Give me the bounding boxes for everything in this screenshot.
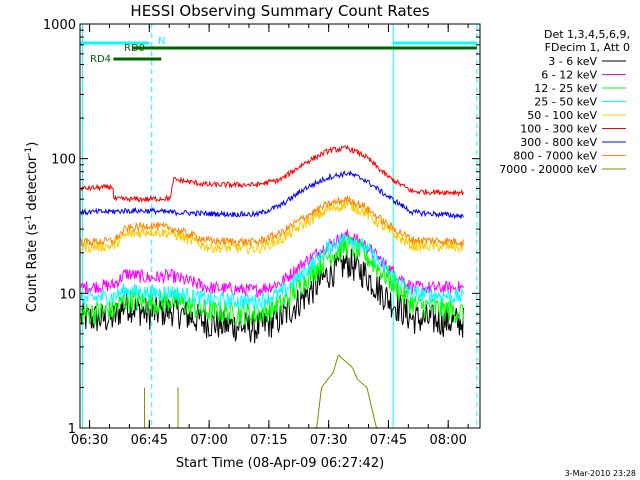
- series-line-5: [80, 144, 464, 203]
- flag-label-n: N: [158, 36, 165, 47]
- legend-label-3: 25 - 50 keV: [534, 96, 597, 109]
- series-line-7: [80, 195, 464, 247]
- x-tick-label-5: 07:45: [370, 433, 407, 448]
- x-tick-label-1: 06:45: [131, 433, 168, 448]
- flag-label-rd4: RD4: [90, 54, 111, 65]
- chart-title: HESSI Observing Summary Count Rates: [130, 2, 429, 20]
- series-line-1: [80, 229, 464, 298]
- legend-label-5: 100 - 300 keV: [520, 123, 597, 136]
- legend-label-8: 7000 - 20000 keV: [499, 163, 597, 176]
- legend-header-line1: Det 1,3,4,5,6,9,: [544, 28, 630, 41]
- y-label-sup1: -1: [24, 215, 34, 224]
- series-line-8: [81, 354, 464, 429]
- legend-label-4: 50 - 100 keV: [527, 109, 597, 122]
- series-line-3: [80, 232, 464, 310]
- y-label-part3: ): [25, 142, 40, 147]
- y-label-part1: Count Rate (s: [25, 224, 40, 313]
- y-tick-label-2: 100: [51, 153, 76, 168]
- x-tick-label-6: 08:00: [429, 433, 466, 448]
- legend-header-line2: FDecim 1, Att 0: [545, 41, 630, 54]
- y-axis-label: Count Rate (s-1 detector-1): [24, 142, 40, 313]
- plot-area: N RD0 RD4: [80, 24, 478, 429]
- series-line-2: [80, 234, 464, 326]
- flag-label-rd0: RD0: [124, 43, 145, 54]
- y-tick-label-1: 10: [59, 287, 76, 302]
- x-tick-label-3: 07:15: [250, 433, 287, 448]
- series-line-4: [80, 200, 464, 255]
- series-line-6: [80, 169, 464, 220]
- legend-label-1: 6 - 12 keV: [541, 69, 597, 82]
- legend-label-6: 300 - 800 keV: [520, 136, 597, 149]
- y-label-sup2: -1: [24, 147, 34, 156]
- axes-frame: [79, 23, 481, 429]
- x-tick-label-4: 07:30: [310, 433, 347, 448]
- legend: Det 1,3,4,5,6,9, FDecim 1, Att 0 3 - 6 k…: [499, 28, 630, 176]
- x-axis-label: Start Time (08-Apr-09 06:27:42): [176, 456, 384, 471]
- axes: 06:30 06:45 07:00 07:15 07:30 07:45 08:00 1 10 10…: [43, 18, 481, 448]
- y-tick-label-3: 1000: [43, 18, 76, 33]
- legend-label-2: 12 - 25 keV: [534, 82, 597, 95]
- series-line-0: [80, 248, 464, 344]
- y-label-part2: detector: [25, 155, 40, 215]
- footer-date: 3-Mar-2010 23:28: [565, 469, 636, 478]
- x-tick-label-0: 06:30: [71, 433, 108, 448]
- legend-label-0: 3 - 6 keV: [548, 55, 597, 68]
- legend-label-7: 800 - 7000 keV: [513, 150, 597, 163]
- x-tick-label-2: 07:00: [190, 433, 227, 448]
- y-tick-label-0: 1: [68, 422, 76, 437]
